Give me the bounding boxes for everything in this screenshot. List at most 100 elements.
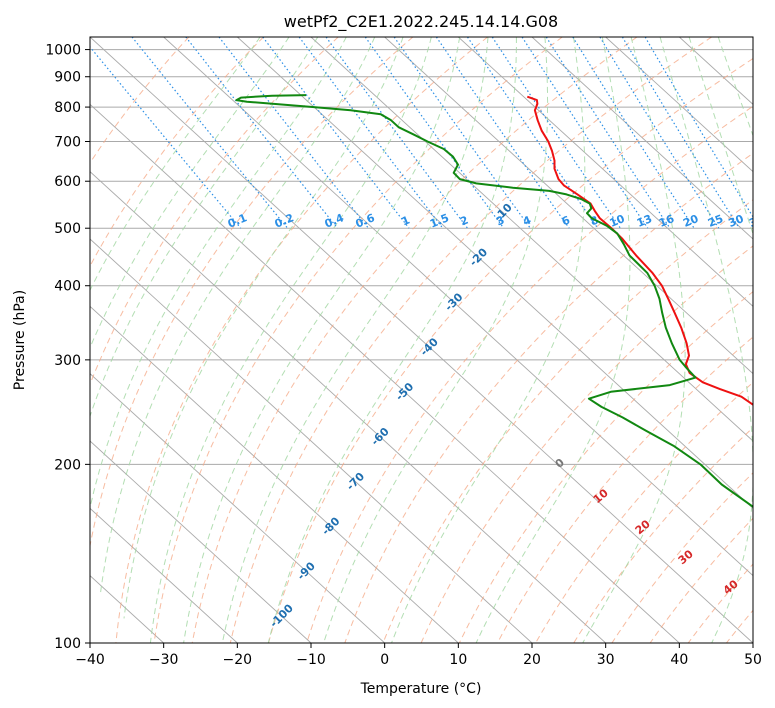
chart-title: wetPf2_C2E1.2022.245.14.14.G08 [284, 12, 558, 32]
moist-adiabat-line [183, 37, 461, 643]
mixing-ratio-line [393, 37, 531, 229]
moist-adiabat-line [659, 37, 753, 643]
dry-adiabat-line [496, 336, 753, 643]
moist-adiabat-line [99, 37, 376, 597]
x-tick-label: −20 [223, 652, 253, 668]
mixing-ratio-line [131, 37, 289, 229]
isotherm-line [90, 507, 238, 643]
dry-adiabat-line [229, 37, 712, 643]
isotherm-line [237, 37, 753, 509]
mixing-ratio-label: 30 [726, 212, 745, 230]
mixing-ratio-label: 8 [588, 214, 600, 229]
mixing-ratio-label: 16 [657, 212, 676, 230]
x-axis: −40 −30 −20 −10 0 10 20 30 40 50 [75, 643, 762, 668]
dry-adiabat-line [90, 37, 190, 164]
mixing-ratio-label: 2 [458, 214, 470, 229]
y-tick-label: 300 [54, 353, 81, 369]
y-tick-label: 600 [54, 174, 81, 190]
mixing-ratio-label: 20 [681, 212, 700, 230]
x-axis-label: Temperature (°C) [360, 681, 482, 697]
x-tick-label: −40 [75, 652, 105, 668]
plot-area: -100-90-80-70-60-50-40-30-20-100.1 0.2 0.4… [90, 37, 766, 643]
x-tick-label: 0 [380, 652, 389, 668]
moist-adiabats [90, 37, 753, 643]
x-tick-label: −30 [149, 652, 179, 668]
dry-adiabats [90, 37, 753, 643]
y-tick-label: 700 [54, 134, 81, 150]
mixing-ratio-line [545, 37, 671, 229]
moist-adiabat-line [717, 37, 753, 137]
profile-lines [235, 94, 753, 508]
x-tick-label: 40 [670, 652, 688, 668]
isotherm-line [384, 37, 753, 375]
mixing-ratio-label: 25 [706, 212, 725, 230]
moist-adiabat-line [221, 37, 489, 643]
isotherm-line [163, 37, 753, 577]
mixing-ratio-line [644, 37, 753, 218]
isotherm-line [90, 440, 312, 643]
y-tick-label: 500 [54, 221, 81, 237]
y-axis-label: Pressure (hPa) [12, 290, 28, 390]
isotherm-line [605, 37, 753, 173]
isotherm-line [458, 37, 753, 307]
isotherm-line [90, 103, 680, 643]
moist-adiabat-line [323, 37, 549, 643]
dry-adiabat-line [382, 199, 753, 643]
mixing-ratio-label: 1 [400, 214, 412, 229]
mixing-ratio-line [621, 37, 740, 229]
dry-adiabat-line [153, 37, 563, 643]
dry-adiabat-line [115, 37, 488, 643]
dry-adiabat-line [458, 290, 753, 643]
isotherm-line [90, 171, 606, 643]
mixing-ratio-label: 13 [635, 212, 654, 230]
isotherm-line [90, 238, 533, 643]
mixing-ratio-line [90, 46, 242, 229]
y-tick-label: 200 [54, 457, 81, 473]
moist-adiabat-line [688, 37, 753, 236]
dry-adiabat-line [268, 57, 753, 643]
x-tick-label: 10 [449, 652, 467, 668]
moist-adiabat-line [267, 37, 517, 643]
dry-adiabat-line [420, 245, 753, 643]
mixing-ratio-label: 36 [747, 212, 766, 230]
mixing-ratio-label: 10 [608, 212, 627, 230]
isotherm-line [90, 373, 385, 643]
plot-frame [89, 36, 754, 644]
x-tick-label: 20 [523, 652, 541, 668]
y-axis: 100 200 300 400 500 600 700 800 900 1000 [45, 43, 90, 652]
y-tick-label: 1000 [45, 43, 81, 59]
isotherm-line [90, 37, 753, 643]
dry-adiabat-line [573, 426, 753, 643]
isotherm-line [90, 305, 459, 643]
temperature-profile-line [526, 95, 753, 406]
moist-adiabat-line [123, 37, 404, 619]
dewpoint-profile-line [235, 94, 753, 508]
mixing-ratio-label: 3 [494, 214, 506, 229]
mixing-ratio-line [262, 37, 410, 229]
mixing-ratio-line [185, 37, 339, 229]
moist-adiabat-line [149, 37, 432, 643]
x-tick-label: −10 [296, 652, 326, 668]
x-tick-label: 30 [597, 652, 615, 668]
dry-adiabat-line [344, 152, 753, 643]
moist-adiabat-line [582, 37, 686, 643]
dry-adiabat-line [191, 37, 638, 643]
dry-adiabat-line [90, 37, 339, 386]
isotherm-line [531, 37, 753, 240]
moist-adiabat-line [475, 37, 631, 643]
mixing-ratio-line [364, 37, 505, 229]
mixing-ratio-line [572, 37, 695, 229]
y-tick-label: 100 [54, 636, 81, 652]
y-tick-label: 800 [54, 100, 81, 116]
dry-adiabat-line [90, 37, 414, 549]
mixing-ratio-line [599, 37, 720, 229]
mixing-ratio-line [218, 37, 369, 229]
isotherm-grid [90, 37, 753, 643]
dry-adiabat-line [90, 37, 264, 268]
x-tick-label: 50 [744, 652, 762, 668]
dry-adiabat-line [306, 105, 753, 643]
moist-adiabat-line [391, 37, 586, 643]
moist-adiabat-line [90, 37, 261, 292]
